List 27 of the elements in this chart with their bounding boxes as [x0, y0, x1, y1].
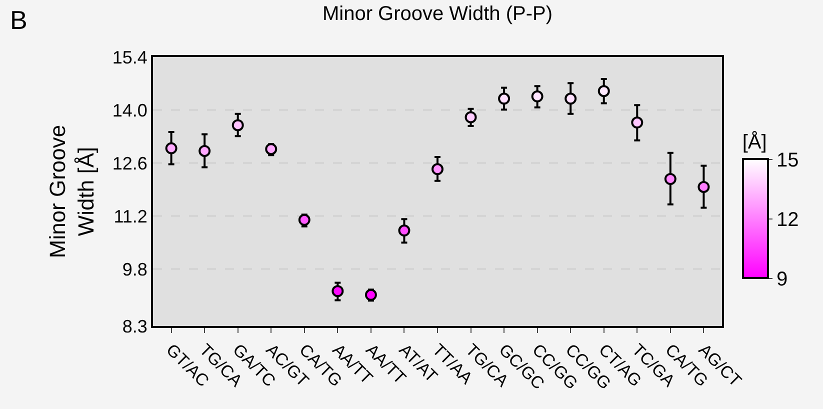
color-bar-label: 12	[776, 208, 799, 231]
point	[398, 224, 410, 237]
point	[464, 111, 477, 124]
point	[698, 180, 710, 193]
point	[564, 92, 577, 105]
y-axis-title: Minor Groove Width [Å]	[45, 124, 99, 258]
point	[531, 90, 544, 102]
color-bar-label: 15	[776, 149, 799, 172]
point	[165, 142, 178, 154]
y-tick-label: 14.0	[112, 100, 148, 120]
y-tick-label: 15.4	[112, 47, 148, 68]
point	[664, 173, 676, 185]
y-tick-label: 9.8	[122, 259, 148, 280]
point	[332, 285, 344, 298]
text: B	[10, 5, 28, 35]
color-bar-title: [Å]	[742, 130, 767, 154]
y-tick-label: 11.2	[114, 206, 148, 226]
chart-title: Minor Groove Width (P-P)	[322, 3, 553, 26]
point	[432, 163, 444, 176]
y-tick-label: 12.6	[112, 153, 148, 174]
point	[598, 85, 610, 98]
point	[631, 116, 644, 129]
y-tick-label: 8.3	[122, 316, 148, 336]
point	[198, 144, 211, 157]
color-bar-label: 9	[776, 268, 788, 290]
point	[232, 119, 244, 132]
point	[498, 92, 510, 105]
